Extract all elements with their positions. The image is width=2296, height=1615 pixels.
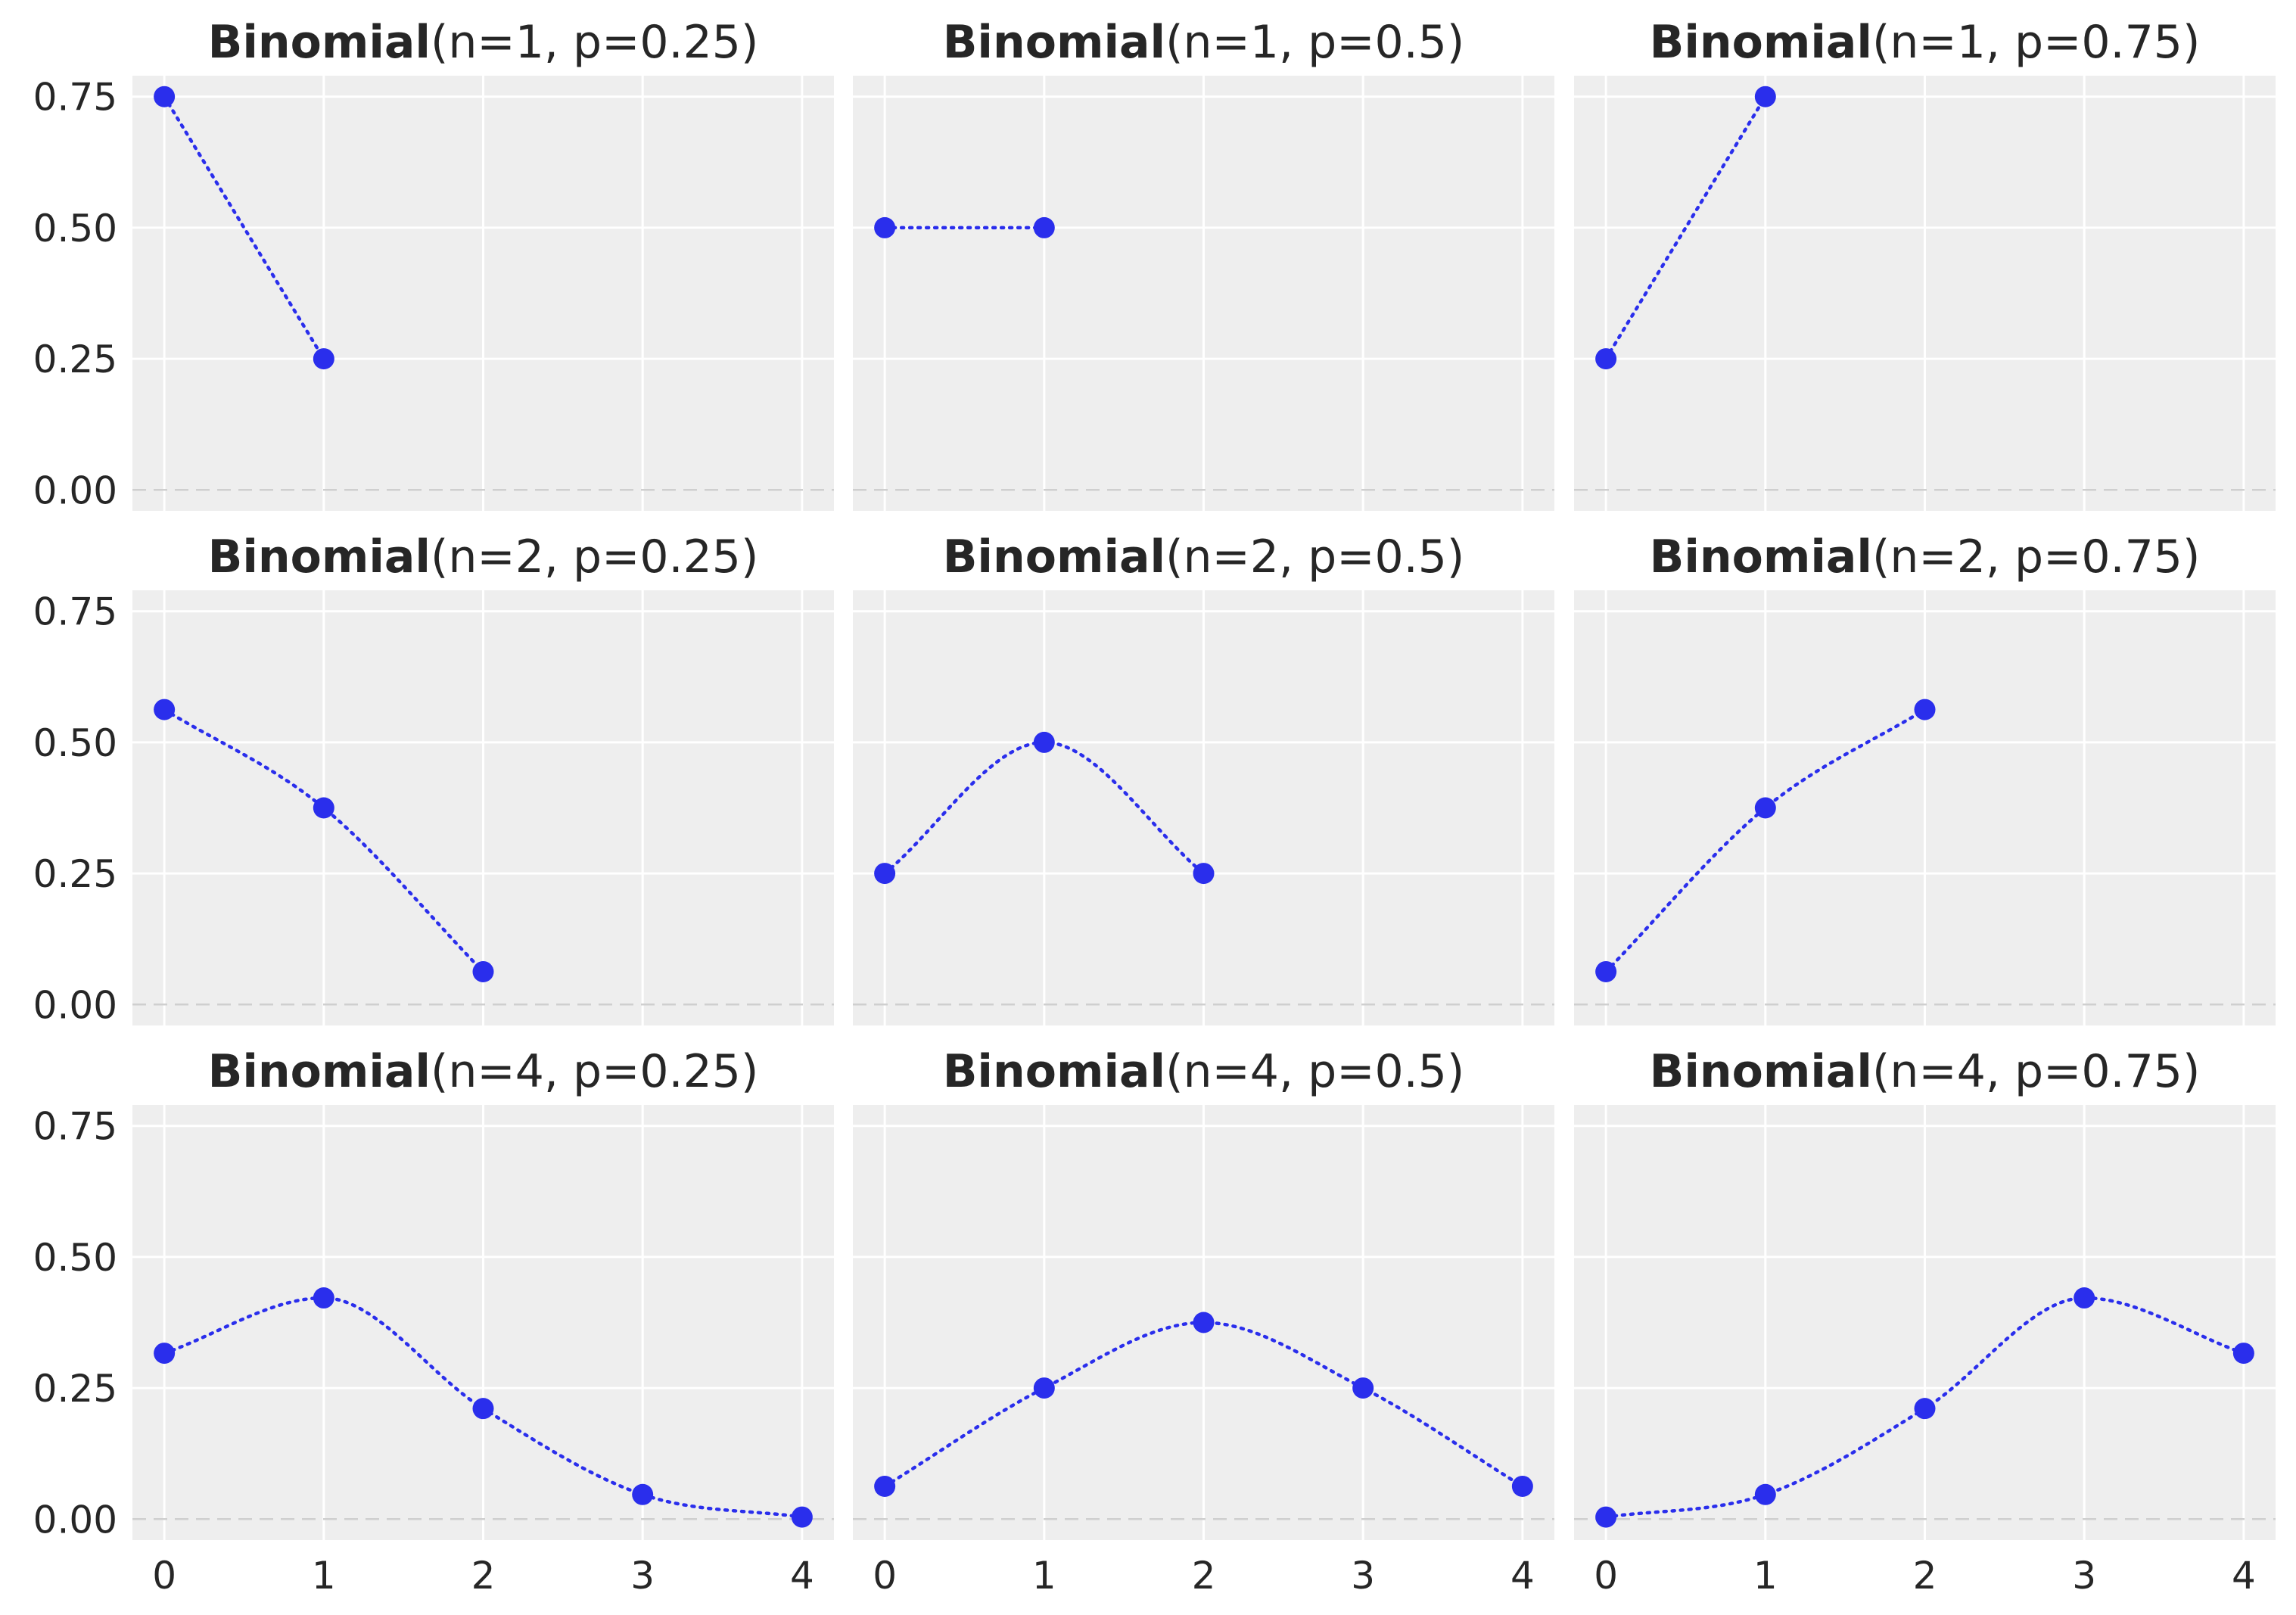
x-tick-label: 3	[630, 1554, 655, 1598]
title-parameters: (n=1, p=0.5)	[1165, 16, 1464, 69]
pmf-point	[874, 216, 896, 238]
title-parameters: (n=1, p=0.25)	[431, 16, 758, 69]
x-tick-label: 2	[1192, 1554, 1216, 1598]
pmf-point	[1595, 1506, 1617, 1528]
y-tick-label: 0.50	[33, 207, 117, 250]
pmf-curve	[162, 708, 485, 974]
title-parameters: (n=4, p=0.75)	[1872, 1045, 2200, 1098]
subplot-title: Binomial(n=2, p=0.75)	[1650, 531, 2201, 583]
title-bold-part: Binomial	[1650, 16, 1872, 69]
y-tick-label: 0.00	[33, 468, 117, 512]
subplot-title: Binomial(n=4, p=0.25)	[208, 1045, 759, 1098]
pmf-point	[1595, 348, 1617, 370]
pmf-point	[1193, 1312, 1215, 1333]
x-tick-label: 0	[873, 1554, 897, 1598]
pmf-point	[1352, 1377, 1374, 1399]
subplot-title: Binomial(n=2, p=0.25)	[208, 531, 759, 583]
pmf-point	[1914, 1398, 1936, 1420]
subplot-title: Binomial(n=2, p=0.5)	[943, 531, 1465, 583]
subplot-title: Binomial(n=4, p=0.5)	[943, 1045, 1465, 1098]
subplot-7: Binomial(n=4, p=0.25) 0.00 0.25 0.50 0.75 0 1 2…	[33, 1045, 834, 1598]
y-tick-label: 0.75	[33, 590, 117, 634]
pmf-point	[791, 1506, 813, 1528]
pmf-point	[1033, 1377, 1055, 1399]
x-tick-label: 2	[1913, 1554, 1937, 1598]
pmf-point	[1754, 86, 1776, 107]
pmf-point	[313, 797, 334, 819]
y-tick-label: 0.50	[33, 721, 117, 765]
title-bold-part: Binomial	[943, 1045, 1165, 1098]
title-parameters: (n=1, p=0.75)	[1872, 16, 2200, 69]
title-bold-part: Binomial	[943, 16, 1165, 69]
title-parameters: (n=4, p=0.5)	[1165, 1045, 1464, 1098]
pmf-curve	[1604, 95, 1768, 361]
pmf-point	[1193, 863, 1215, 885]
title-bold-part: Binomial	[208, 16, 431, 69]
subplot-5: Binomial(n=2, p=0.5)	[853, 531, 1554, 1025]
y-tick-label: 0.75	[33, 76, 117, 120]
x-tick-label: 0	[152, 1554, 176, 1598]
x-tick-label: 2	[471, 1554, 496, 1598]
subplot-title: Binomial(n=4, p=0.75)	[1650, 1045, 2201, 1098]
x-tick-label: 3	[2072, 1554, 2096, 1598]
title-bold-part: Binomial	[1650, 1045, 1872, 1098]
pmf-point	[1754, 1483, 1776, 1505]
pmf-point	[472, 960, 494, 982]
title-bold-part: Binomial	[208, 531, 431, 583]
pmf-point	[1754, 797, 1776, 819]
pmf-point	[1033, 216, 1055, 238]
title-parameters: (n=4, p=0.25)	[431, 1045, 758, 1098]
pmf-point	[154, 1343, 176, 1365]
x-tick-label: 4	[2232, 1554, 2256, 1598]
pmf-point	[1511, 1475, 1533, 1497]
pmf-curve	[162, 95, 326, 361]
subplot-9: Binomial(n=4, p=0.75) 0 1 2 3 4	[1574, 1045, 2276, 1598]
x-tick-label: 4	[790, 1554, 814, 1598]
subplot-title: Binomial(n=1, p=0.5)	[943, 16, 1465, 69]
title-parameters: (n=2, p=0.75)	[1872, 531, 2200, 583]
y-tick-label: 0.25	[33, 1367, 117, 1411]
pmf-point	[154, 86, 176, 107]
subplot-title: Binomial(n=1, p=0.75)	[1650, 16, 2201, 69]
subplot-2: Binomial(n=1, p=0.5)	[853, 16, 1554, 511]
subplot-title: Binomial(n=1, p=0.25)	[208, 16, 759, 69]
title-parameters: (n=2, p=0.5)	[1165, 531, 1464, 583]
x-tick-label: 1	[1753, 1554, 1778, 1598]
x-tick-label: 4	[1510, 1554, 1535, 1598]
pmf-point	[154, 699, 176, 720]
subplot-3: Binomial(n=1, p=0.75)	[1574, 16, 2276, 511]
pmf-point	[472, 1398, 494, 1420]
x-tick-label: 0	[1594, 1554, 1618, 1598]
subplot-6: Binomial(n=2, p=0.75)	[1574, 531, 2276, 1025]
pmf-point	[1914, 699, 1936, 720]
x-tick-label: 1	[312, 1554, 336, 1598]
pmf-point	[1595, 960, 1617, 982]
pmf-point	[632, 1483, 654, 1505]
title-bold-part: Binomial	[1650, 531, 1872, 583]
pmf-point	[1033, 731, 1055, 753]
subplot-1: Binomial(n=1, p=0.25) 0.00 0.25 0.50 0.75	[33, 16, 834, 512]
pmf-point	[874, 1475, 896, 1497]
y-tick-label: 0.75	[33, 1105, 117, 1149]
x-tick-label: 1	[1032, 1554, 1056, 1598]
y-tick-label: 0.00	[33, 983, 117, 1027]
x-tick-label: 3	[1351, 1554, 1375, 1598]
y-tick-label: 0.00	[33, 1498, 117, 1542]
y-tick-label: 0.25	[33, 852, 117, 896]
pmf-point	[874, 863, 896, 885]
subplot-8: Binomial(n=4, p=0.5) 0 1 2 3 4	[853, 1045, 1554, 1598]
title-bold-part: Binomial	[208, 1045, 431, 1098]
pmf-point	[2232, 1343, 2254, 1365]
pmf-point	[313, 1287, 334, 1309]
y-tick-label: 0.25	[33, 338, 117, 381]
title-bold-part: Binomial	[943, 531, 1165, 583]
pmf-point	[313, 348, 334, 370]
subplot-4: Binomial(n=2, p=0.25) 0.00 0.25 0.50 0.75	[33, 531, 834, 1027]
pmf-point	[2074, 1287, 2095, 1309]
y-tick-label: 0.50	[33, 1236, 117, 1280]
title-parameters: (n=2, p=0.25)	[431, 531, 758, 583]
